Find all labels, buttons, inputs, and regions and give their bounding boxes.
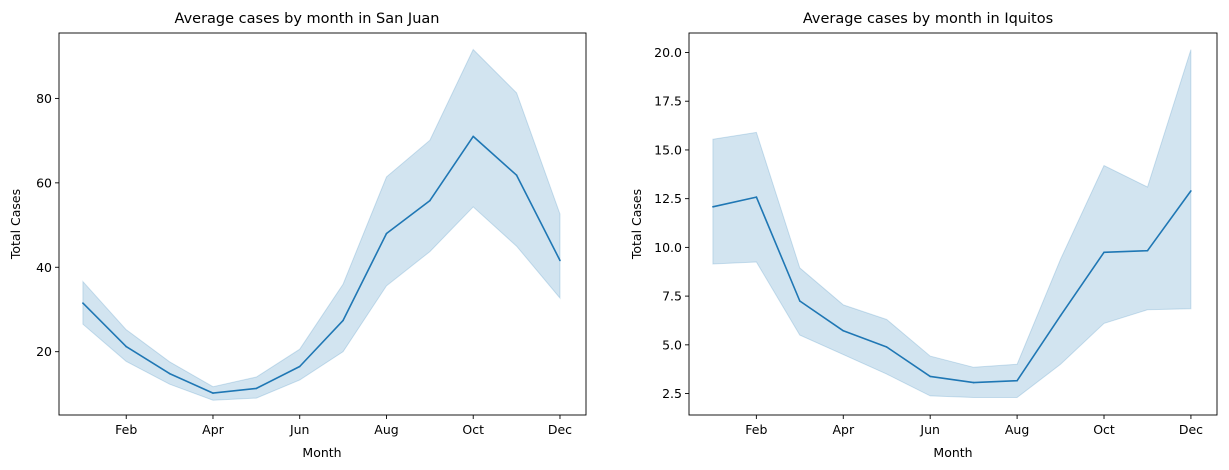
- y-tick-label: 2.5: [662, 386, 682, 401]
- y-tick-label: 5.0: [662, 337, 682, 352]
- series-line: [712, 190, 1192, 384]
- data-point: [755, 196, 758, 198]
- x-axis-label: Month: [933, 445, 972, 460]
- data-point: [1059, 314, 1062, 317]
- data-point: [125, 345, 127, 348]
- data-point: [712, 206, 714, 208]
- chart-title: Average cases by month in San Juan: [175, 11, 440, 27]
- y-tick-label: 60: [36, 175, 52, 190]
- data-point: [168, 372, 171, 375]
- x-tick-label: Dec: [548, 422, 572, 437]
- x-tick-label: Dec: [1179, 422, 1203, 437]
- y-tick-label: 80: [36, 91, 52, 106]
- data-point: [1016, 379, 1018, 382]
- confidence-band: [712, 49, 1192, 398]
- y-tick-label: 20.0: [654, 45, 682, 60]
- data-point: [298, 365, 301, 368]
- data-point: [255, 387, 258, 390]
- plot-area-frame: [58, 32, 587, 416]
- x-tick-label: Aug: [374, 422, 398, 437]
- data-point: [1146, 249, 1149, 252]
- x-tick-label: Feb: [745, 422, 767, 437]
- x-axis-label: Month: [302, 445, 341, 460]
- data-point: [929, 375, 931, 378]
- data-point: [1103, 251, 1105, 254]
- y-tick-label: 7.5: [662, 289, 682, 304]
- chart-iquitos: Average cases by month in Iquitos Feb Apr…: [629, 11, 1218, 460]
- x-tick-label: Feb: [115, 422, 137, 437]
- data-point: [82, 302, 84, 304]
- chart-title: Average cases by month in Iquitos: [803, 11, 1053, 27]
- data-point: [1190, 190, 1192, 192]
- data-point: [212, 392, 214, 394]
- x-tick-label: Apr: [202, 422, 224, 437]
- x-tick-label: Jun: [289, 422, 310, 437]
- data-point: [472, 135, 475, 138]
- data-point: [842, 330, 845, 332]
- plot-area-frame: [688, 32, 1218, 416]
- y-axis-label: Total Cases: [8, 189, 23, 260]
- data-point: [972, 381, 975, 384]
- x-tick-label: Jun: [919, 422, 940, 437]
- y-tick-label: 15.0: [654, 142, 682, 157]
- confidence-band: [82, 48, 561, 401]
- data-point: [515, 174, 518, 176]
- y-tick-label: 40: [36, 260, 52, 275]
- data-point: [385, 232, 388, 235]
- x-tick-label: Aug: [1005, 422, 1029, 437]
- y-tick-label: 17.5: [654, 94, 682, 109]
- x-tick-label: Apr: [832, 422, 854, 437]
- y-tick-label: 10.0: [654, 240, 682, 255]
- x-tick-label: Oct: [462, 422, 484, 437]
- data-point: [885, 346, 888, 348]
- data-point: [429, 199, 431, 202]
- y-tick-label: 12.5: [654, 191, 682, 206]
- data-point: [799, 300, 801, 302]
- data-point: [559, 259, 561, 262]
- y-tick-label: 20: [36, 344, 52, 359]
- x-tick-label: Oct: [1093, 422, 1115, 437]
- y-axis-label: Total Cases: [629, 189, 644, 260]
- chart-san-juan: Average cases by month in San Juan Feb Ap…: [8, 11, 587, 460]
- data-point: [342, 319, 344, 322]
- series-line: [82, 135, 561, 394]
